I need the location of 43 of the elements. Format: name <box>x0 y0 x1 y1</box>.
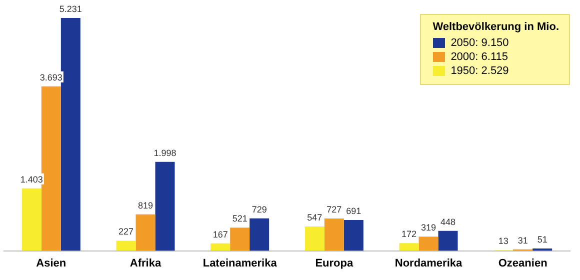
bar <box>418 236 438 251</box>
data-label: 819 <box>138 200 154 210</box>
x-tick-label: Europa <box>315 257 354 270</box>
data-label: 729 <box>252 204 267 214</box>
x-tick-label: Ozeanien <box>498 257 548 270</box>
bar <box>116 240 136 251</box>
bar <box>399 243 419 251</box>
data-label: 521 <box>232 214 248 224</box>
data-label: 172 <box>401 229 417 240</box>
legend-label: 2000: 6.115 <box>450 51 508 63</box>
data-label: 1.998 <box>154 148 176 158</box>
data-label: 5.231 <box>59 4 82 14</box>
bar <box>344 220 364 251</box>
data-label: 227 <box>118 226 134 237</box>
data-label: 167 <box>212 229 228 240</box>
legend-label: 1950: 2.529 <box>450 65 509 77</box>
data-label: 691 <box>346 206 362 216</box>
bar <box>304 226 324 251</box>
x-tick-label: Asien <box>36 257 66 270</box>
bar <box>438 230 458 251</box>
data-label: 1.403 <box>20 174 43 184</box>
legend-label: 2050: 9.150 <box>450 37 509 49</box>
x-tick-label: Nordamerika <box>394 257 463 270</box>
legend-title: Weltbevölkerung in Mio. <box>432 21 559 33</box>
bar <box>210 243 230 251</box>
data-label: 13 <box>498 236 508 246</box>
x-tick-label: Afrika <box>130 257 162 270</box>
bar <box>136 214 156 251</box>
bar <box>250 218 270 251</box>
bar <box>22 188 42 251</box>
data-label: 319 <box>420 222 436 233</box>
bar <box>324 218 344 251</box>
bar <box>155 162 175 251</box>
x-tick-label: Lateinamerika <box>202 257 278 270</box>
bar <box>60 18 80 251</box>
data-label: 727 <box>326 204 342 214</box>
data-label: 448 <box>440 216 456 227</box>
data-label: 3.693 <box>40 72 62 82</box>
bar <box>230 228 250 251</box>
bar <box>41 86 61 251</box>
data-label: 31 <box>518 235 528 246</box>
data-label: 547 <box>307 212 322 222</box>
data-label: 51 <box>537 234 548 245</box>
